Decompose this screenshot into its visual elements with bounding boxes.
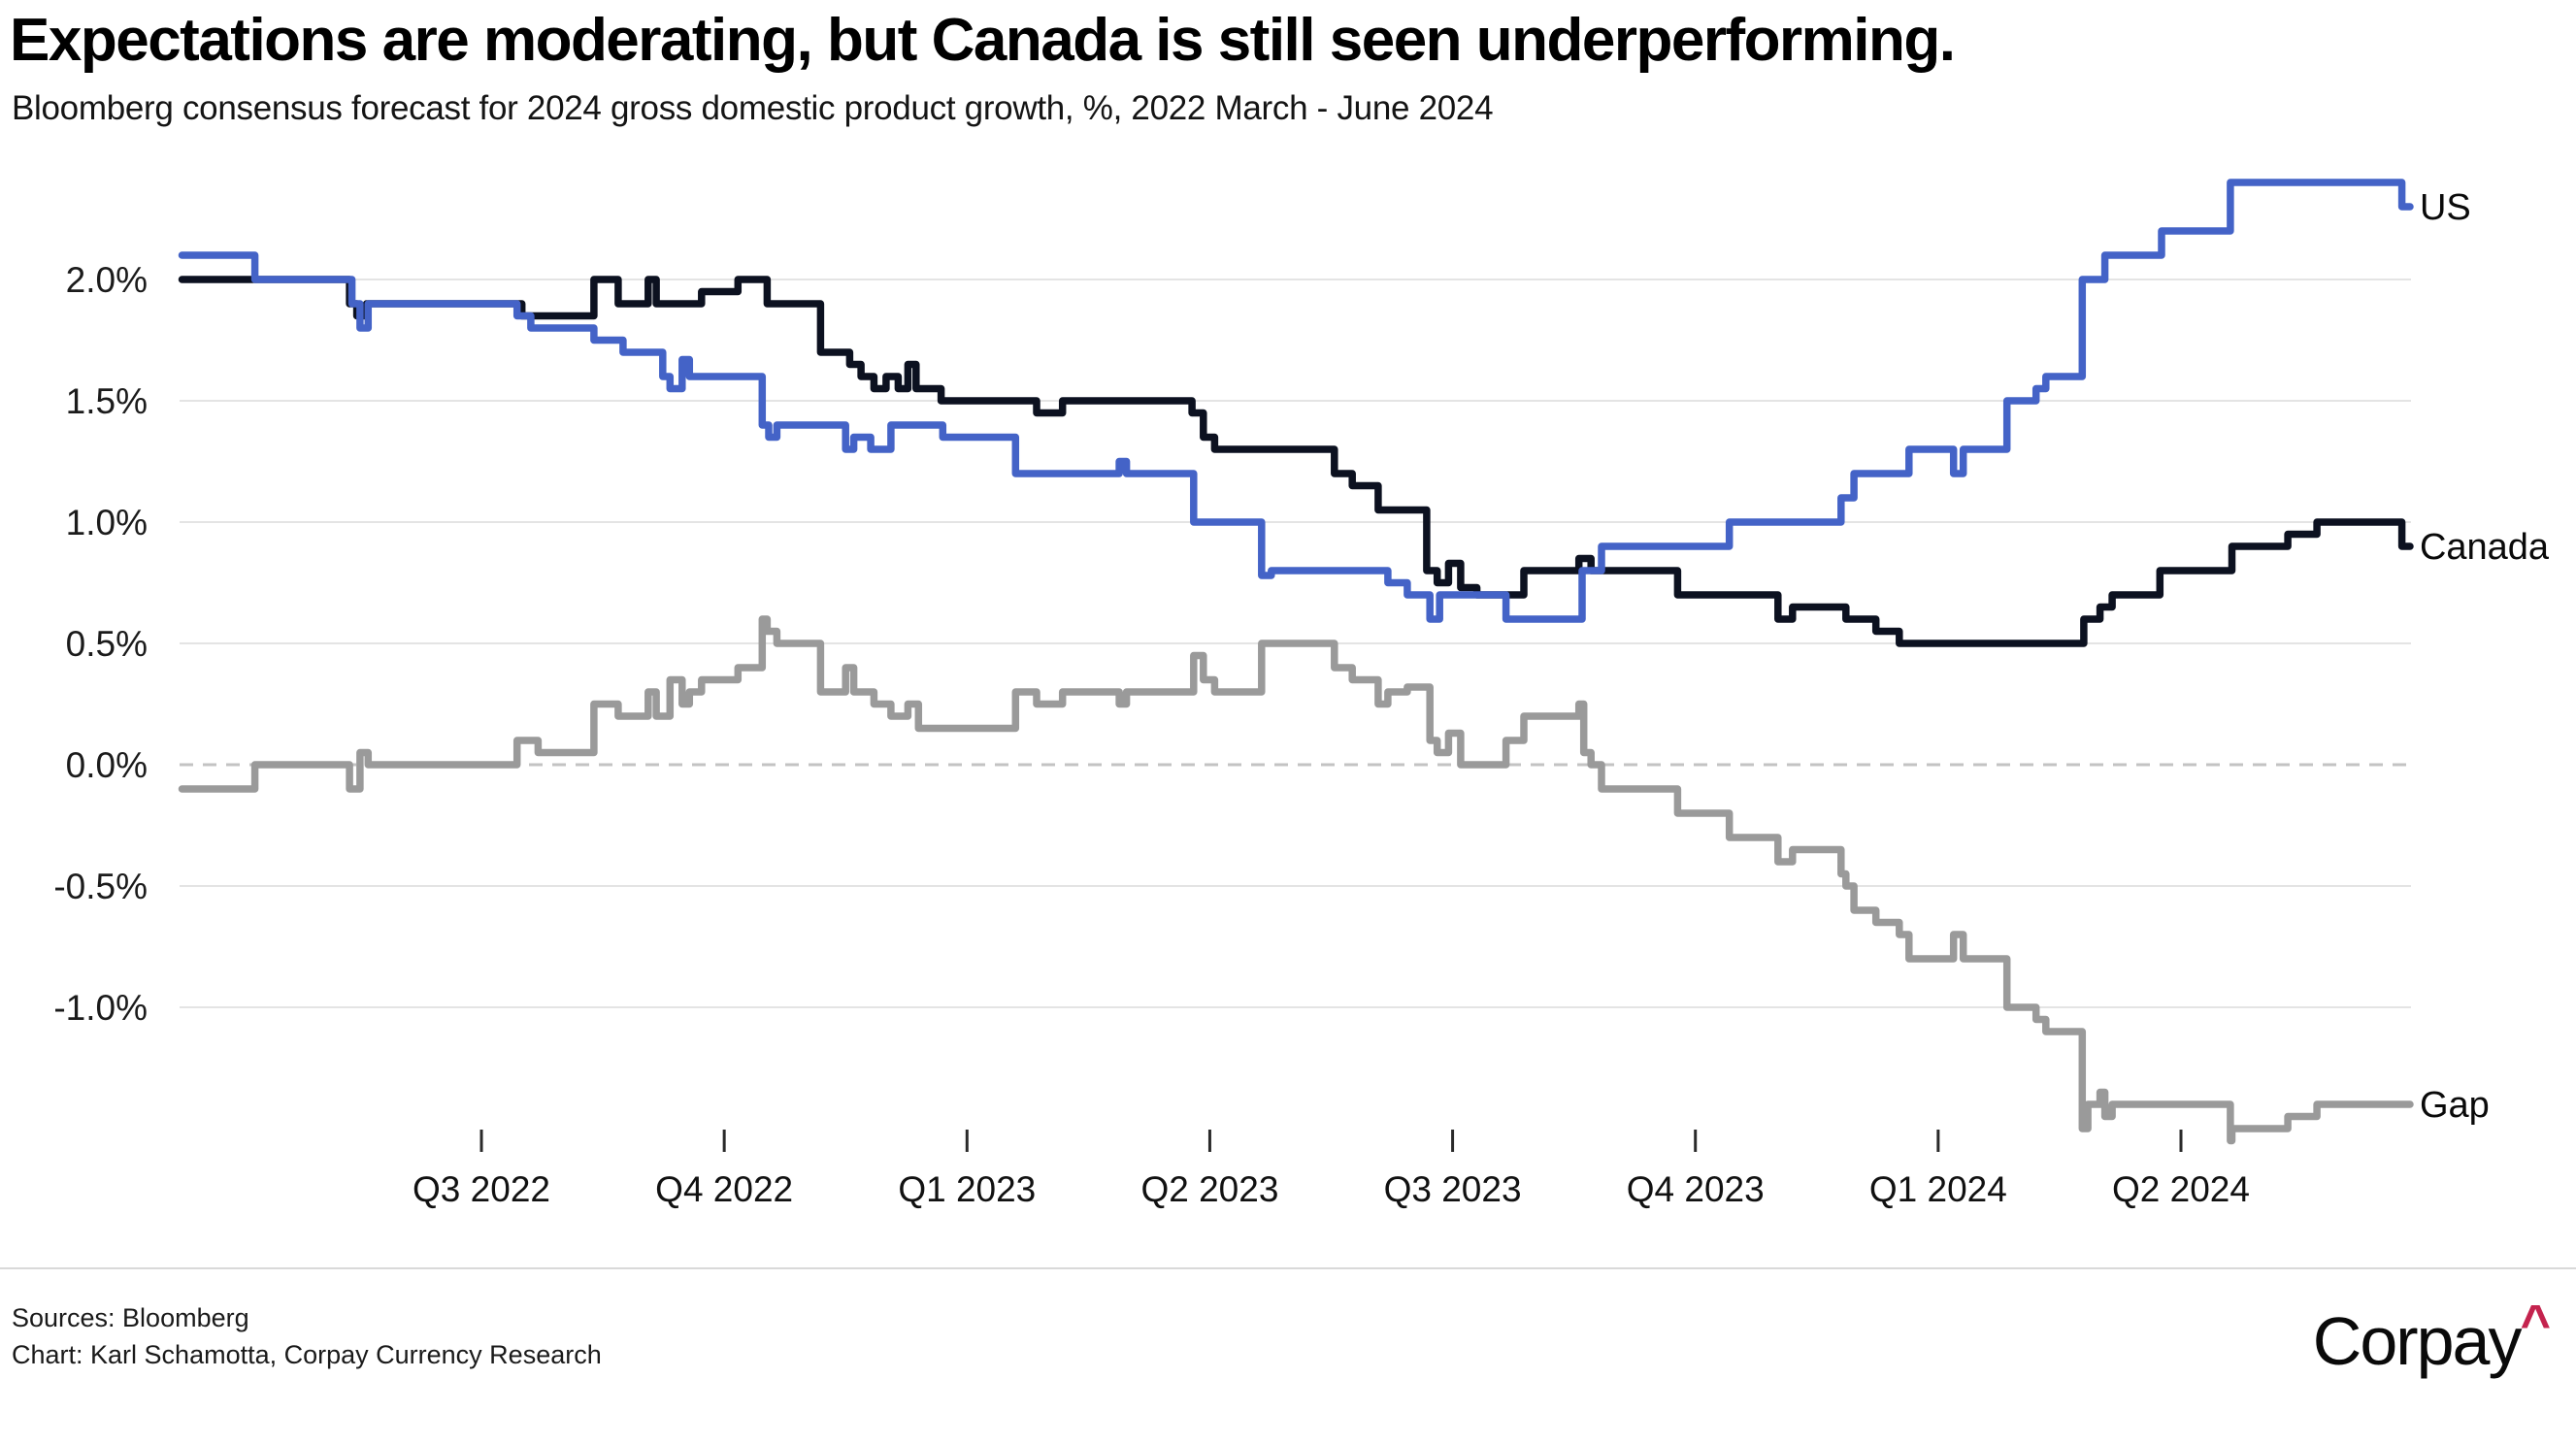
- page-subtitle: Bloomberg consensus forecast for 2024 gr…: [12, 89, 1494, 127]
- x-axis-label: Q1 2023: [898, 1169, 1036, 1209]
- footer-attribution: Sources: Bloomberg Chart: Karl Schamotta…: [12, 1300, 602, 1374]
- x-axis-label: Q2 2023: [1140, 1169, 1278, 1209]
- page-title: Expectations are moderating, but Canada …: [10, 7, 1956, 74]
- x-axis-label: Q2 2024: [2112, 1169, 2250, 1209]
- y-axis-label: -1.0%: [53, 988, 148, 1028]
- corpay-logo-text: Corpay: [2312, 1303, 2523, 1379]
- us-line: [178, 179, 2414, 623]
- corpay-logo-caret-icon: ^: [2520, 1295, 2551, 1353]
- gap-line-label: Gap: [2420, 1085, 2490, 1126]
- gap-line: [178, 615, 2414, 1145]
- y-axis-label: -0.5%: [53, 867, 148, 906]
- credit-line: Chart: Karl Schamotta, Corpay Currency R…: [12, 1339, 602, 1369]
- x-axis-label: Q1 2024: [1869, 1169, 2007, 1209]
- sources-line: Sources: Bloomberg: [12, 1303, 249, 1332]
- y-axis-label: 2.0%: [66, 260, 148, 300]
- y-axis-label: 0.5%: [66, 624, 148, 664]
- x-axis-label: Q3 2023: [1384, 1169, 1522, 1209]
- y-axis-label: 1.0%: [66, 503, 148, 542]
- canada-line: [178, 276, 2414, 647]
- canada-line-label: Canada: [2420, 527, 2550, 568]
- x-axis-label: Q4 2023: [1627, 1169, 1765, 1209]
- us-line-label: US: [2420, 187, 2471, 228]
- y-axis-label: 0.0%: [66, 745, 148, 785]
- x-axis-label: Q3 2022: [413, 1169, 550, 1209]
- corpay-logo: Corpay^: [2312, 1295, 2551, 1380]
- footer: Sources: Bloomberg Chart: Karl Schamotta…: [0, 1267, 2576, 1444]
- x-axis-label: Q4 2022: [655, 1169, 793, 1209]
- y-axis-label: 1.5%: [66, 381, 148, 421]
